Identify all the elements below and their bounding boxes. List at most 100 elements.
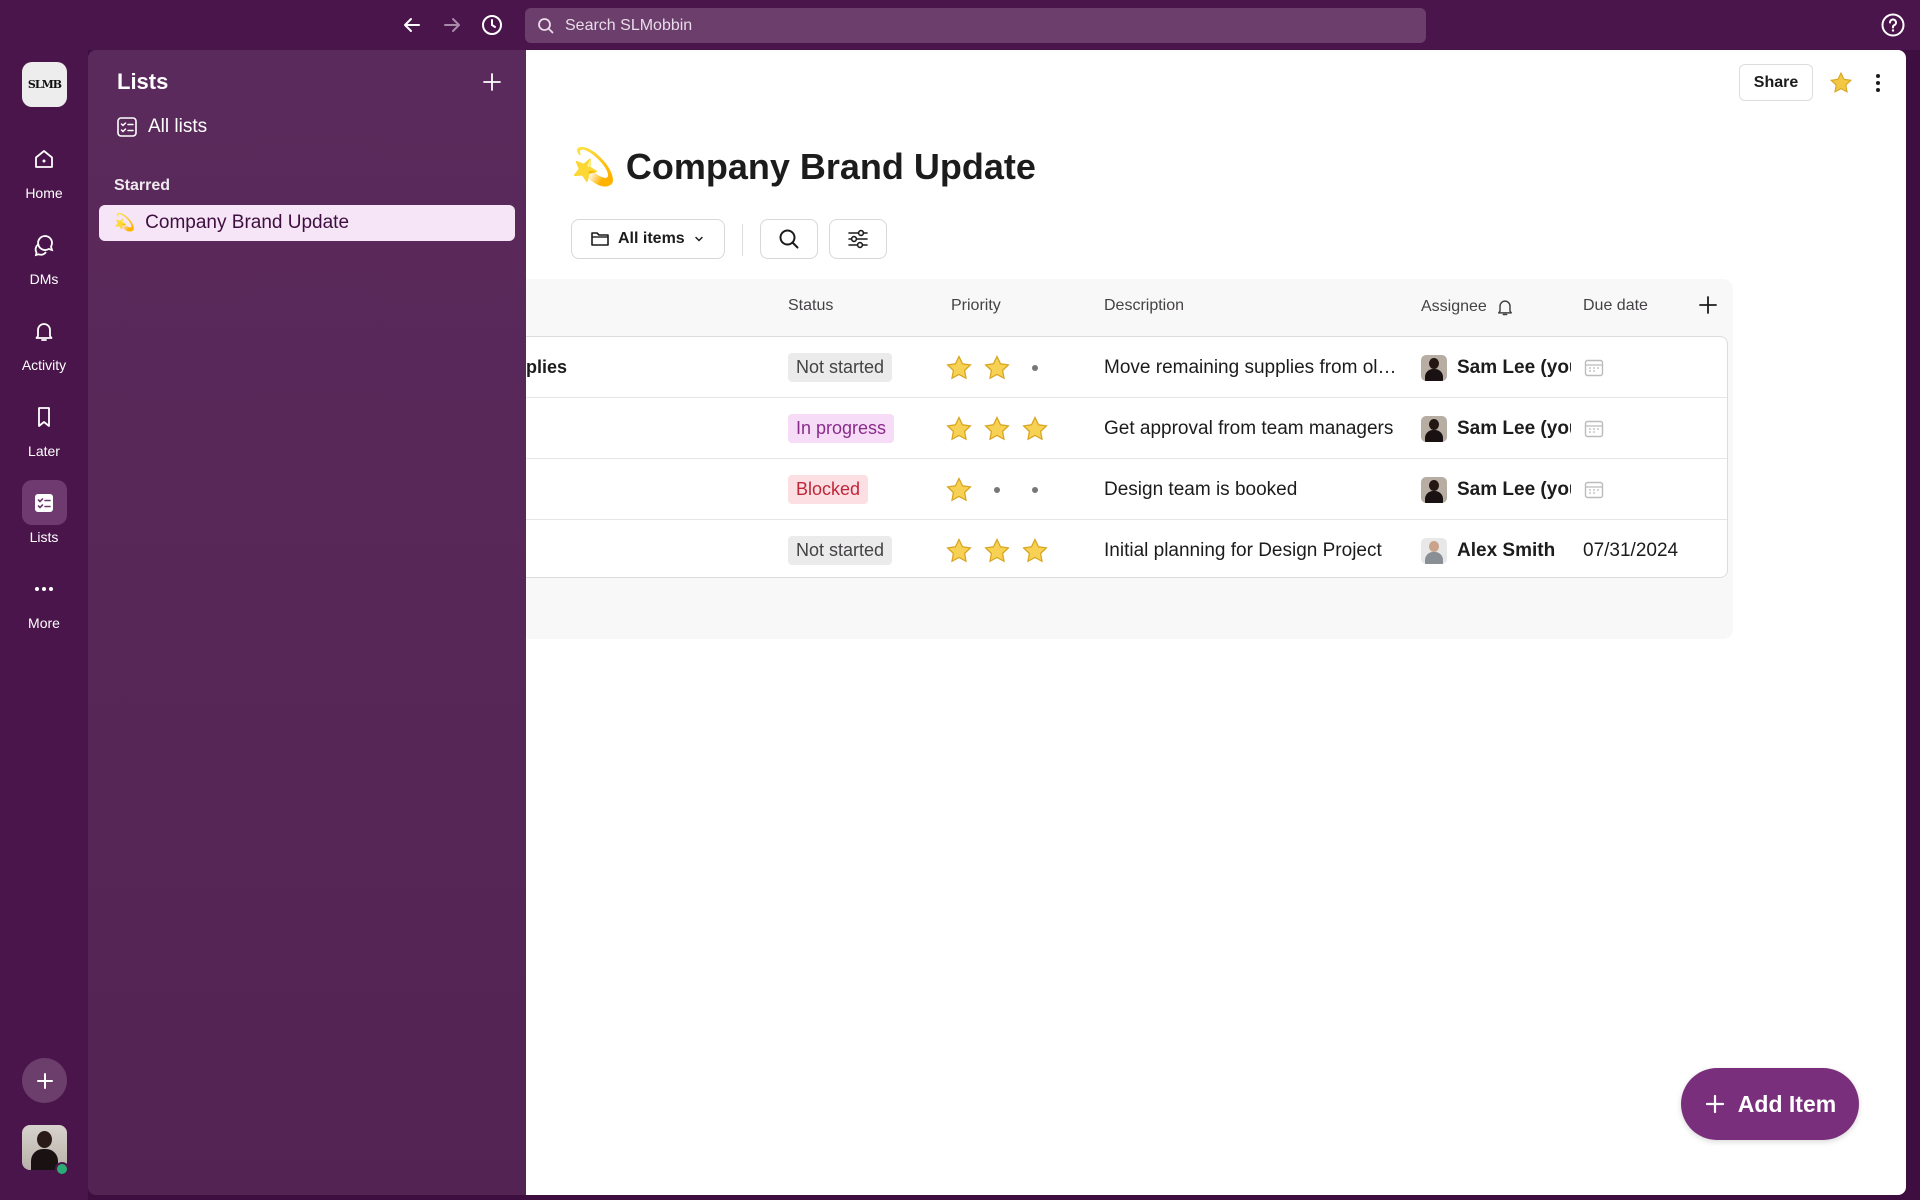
description-cell[interactable]: Design team is booked — [1104, 478, 1298, 500]
table-row[interactable]: Not started Initial planning for Design … — [526, 520, 1727, 577]
more-options-icon[interactable] — [1866, 70, 1890, 96]
lists-panel-title: Lists — [117, 69, 169, 94]
star-icon — [946, 537, 972, 562]
star-icon — [946, 354, 972, 379]
assignee-avatar — [1421, 354, 1447, 381]
new-list-plus-icon[interactable] — [480, 70, 504, 94]
assignee-cell[interactable]: Alex Smith — [1421, 520, 1571, 577]
status-cell[interactable]: Blocked — [788, 459, 869, 520]
view-filter-dropdown[interactable]: All items — [571, 219, 725, 259]
chevron-down-icon — [694, 236, 703, 242]
list-table: Status Priority Description Assignee Due… — [526, 279, 1733, 639]
rail-item-more[interactable]: More — [0, 566, 88, 631]
star-icon — [946, 476, 972, 501]
assignee-name: Alex Smith — [1457, 539, 1556, 561]
rail-item-home[interactable]: Home — [0, 136, 88, 201]
rail-label: DMs — [29, 271, 59, 287]
starred-star-icon[interactable] — [1828, 70, 1854, 96]
add-column-plus-icon[interactable] — [1696, 293, 1720, 317]
more-dots-icon — [22, 566, 67, 611]
starred-list-label: Company Brand Update — [145, 212, 350, 233]
status-badge: Blocked — [788, 475, 869, 504]
empty-rating-dot — [1020, 364, 1050, 371]
bookmark-icon — [22, 394, 67, 439]
calendar-icon — [1584, 359, 1604, 376]
star-icon — [946, 415, 972, 440]
empty-rating-dot — [1020, 486, 1050, 493]
search-list-button[interactable] — [760, 219, 818, 259]
due-date-cell[interactable] — [1583, 398, 1605, 459]
table-row[interactable]: plies Not started Move remaining supplie… — [526, 337, 1727, 398]
table-row[interactable]: Blocked Design team is booked Sam Lee (y… — [526, 459, 1727, 520]
assignee-header-label: Assignee — [1421, 298, 1487, 315]
starred-section-header: Starred — [114, 177, 171, 194]
forward-arrow-icon[interactable] — [437, 10, 467, 40]
priority-rating[interactable] — [944, 459, 1058, 520]
view-filter-label: All items — [618, 230, 685, 247]
column-header-status[interactable]: Status — [788, 297, 834, 314]
presence-indicator — [55, 1162, 69, 1176]
rail-item-dms[interactable]: DMs — [0, 222, 88, 287]
star-icon — [1022, 537, 1048, 562]
bell-icon — [22, 308, 67, 353]
create-new-button[interactable] — [22, 1058, 67, 1103]
back-arrow-icon[interactable] — [397, 10, 427, 40]
dizzy-emoji-icon: 💫 — [571, 146, 616, 187]
description-cell[interactable]: Get approval from team managers — [1104, 417, 1394, 439]
page-title: 💫 Company Brand Update — [571, 146, 1036, 188]
user-avatar[interactable] — [22, 1125, 67, 1170]
starred-list-item[interactable]: 💫 Company Brand Update — [99, 205, 515, 241]
priority-rating[interactable] — [944, 520, 1058, 577]
star-icon — [1022, 415, 1048, 440]
assignee-cell[interactable]: Sam Lee (you — [1421, 398, 1571, 459]
search-icon — [779, 229, 799, 249]
search-icon — [538, 17, 554, 33]
rail-item-activity[interactable]: Activity — [0, 308, 88, 373]
filter-settings-button[interactable] — [829, 219, 887, 259]
assignee-name: Sam Lee (you — [1457, 356, 1571, 378]
assignee-cell[interactable]: Sam Lee (you — [1421, 459, 1571, 520]
share-button[interactable]: Share — [1739, 64, 1813, 101]
star-icon — [984, 354, 1010, 379]
status-cell[interactable]: In progress — [788, 398, 895, 459]
calendar-icon — [1584, 481, 1604, 498]
table-body: plies Not started Move remaining supplie… — [526, 336, 1728, 578]
all-lists-link[interactable]: All lists — [116, 116, 207, 138]
column-header-due-date[interactable]: Due date — [1583, 297, 1648, 314]
due-date-cell[interactable] — [1583, 337, 1605, 398]
item-name[interactable]: plies — [526, 357, 568, 377]
search-placeholder: Search SLMobbin — [565, 16, 693, 34]
priority-rating[interactable] — [944, 337, 1058, 398]
priority-rating[interactable] — [944, 398, 1058, 459]
history-clock-icon[interactable] — [477, 10, 507, 40]
column-header-priority[interactable]: Priority — [951, 297, 1001, 314]
status-cell[interactable]: Not started — [788, 337, 893, 398]
add-item-label: Add Item — [1737, 1090, 1837, 1117]
bell-icon[interactable] — [1495, 297, 1515, 317]
page-title-text: Company Brand Update — [625, 146, 1036, 187]
workspace-logo[interactable]: SLMB — [22, 62, 67, 107]
home-icon — [22, 136, 67, 181]
assignee-cell[interactable]: Sam Lee (you — [1421, 337, 1571, 398]
description-cell[interactable]: Move remaining supplies from ol… — [1104, 356, 1397, 378]
assignee-name: Sam Lee (you — [1457, 478, 1571, 500]
search-input[interactable]: Search SLMobbin — [525, 8, 1426, 43]
dizzy-emoji-icon: 💫 — [114, 213, 136, 232]
assignee-avatar — [1421, 537, 1447, 564]
add-item-button[interactable]: Add Item — [1681, 1068, 1859, 1140]
column-header-description[interactable]: Description — [1104, 297, 1185, 314]
status-cell[interactable]: Not started — [788, 520, 893, 577]
due-date-cell[interactable]: 07/31/2024 — [1583, 539, 1679, 561]
table-row[interactable]: In progress Get approval from team manag… — [526, 398, 1727, 459]
empty-rating-dot — [982, 486, 1012, 493]
star-icon — [984, 537, 1010, 562]
rail-label: Lists — [29, 529, 59, 545]
calendar-icon — [1584, 420, 1604, 437]
help-icon[interactable] — [1880, 12, 1906, 38]
due-date-cell[interactable] — [1583, 459, 1605, 520]
column-header-assignee[interactable]: Assignee — [1421, 297, 1515, 317]
rail-item-later[interactable]: Later — [0, 394, 88, 459]
description-cell[interactable]: Initial planning for Design Project — [1104, 539, 1382, 561]
rail-item-lists[interactable]: Lists — [0, 480, 88, 545]
rail-label: More — [28, 615, 60, 631]
